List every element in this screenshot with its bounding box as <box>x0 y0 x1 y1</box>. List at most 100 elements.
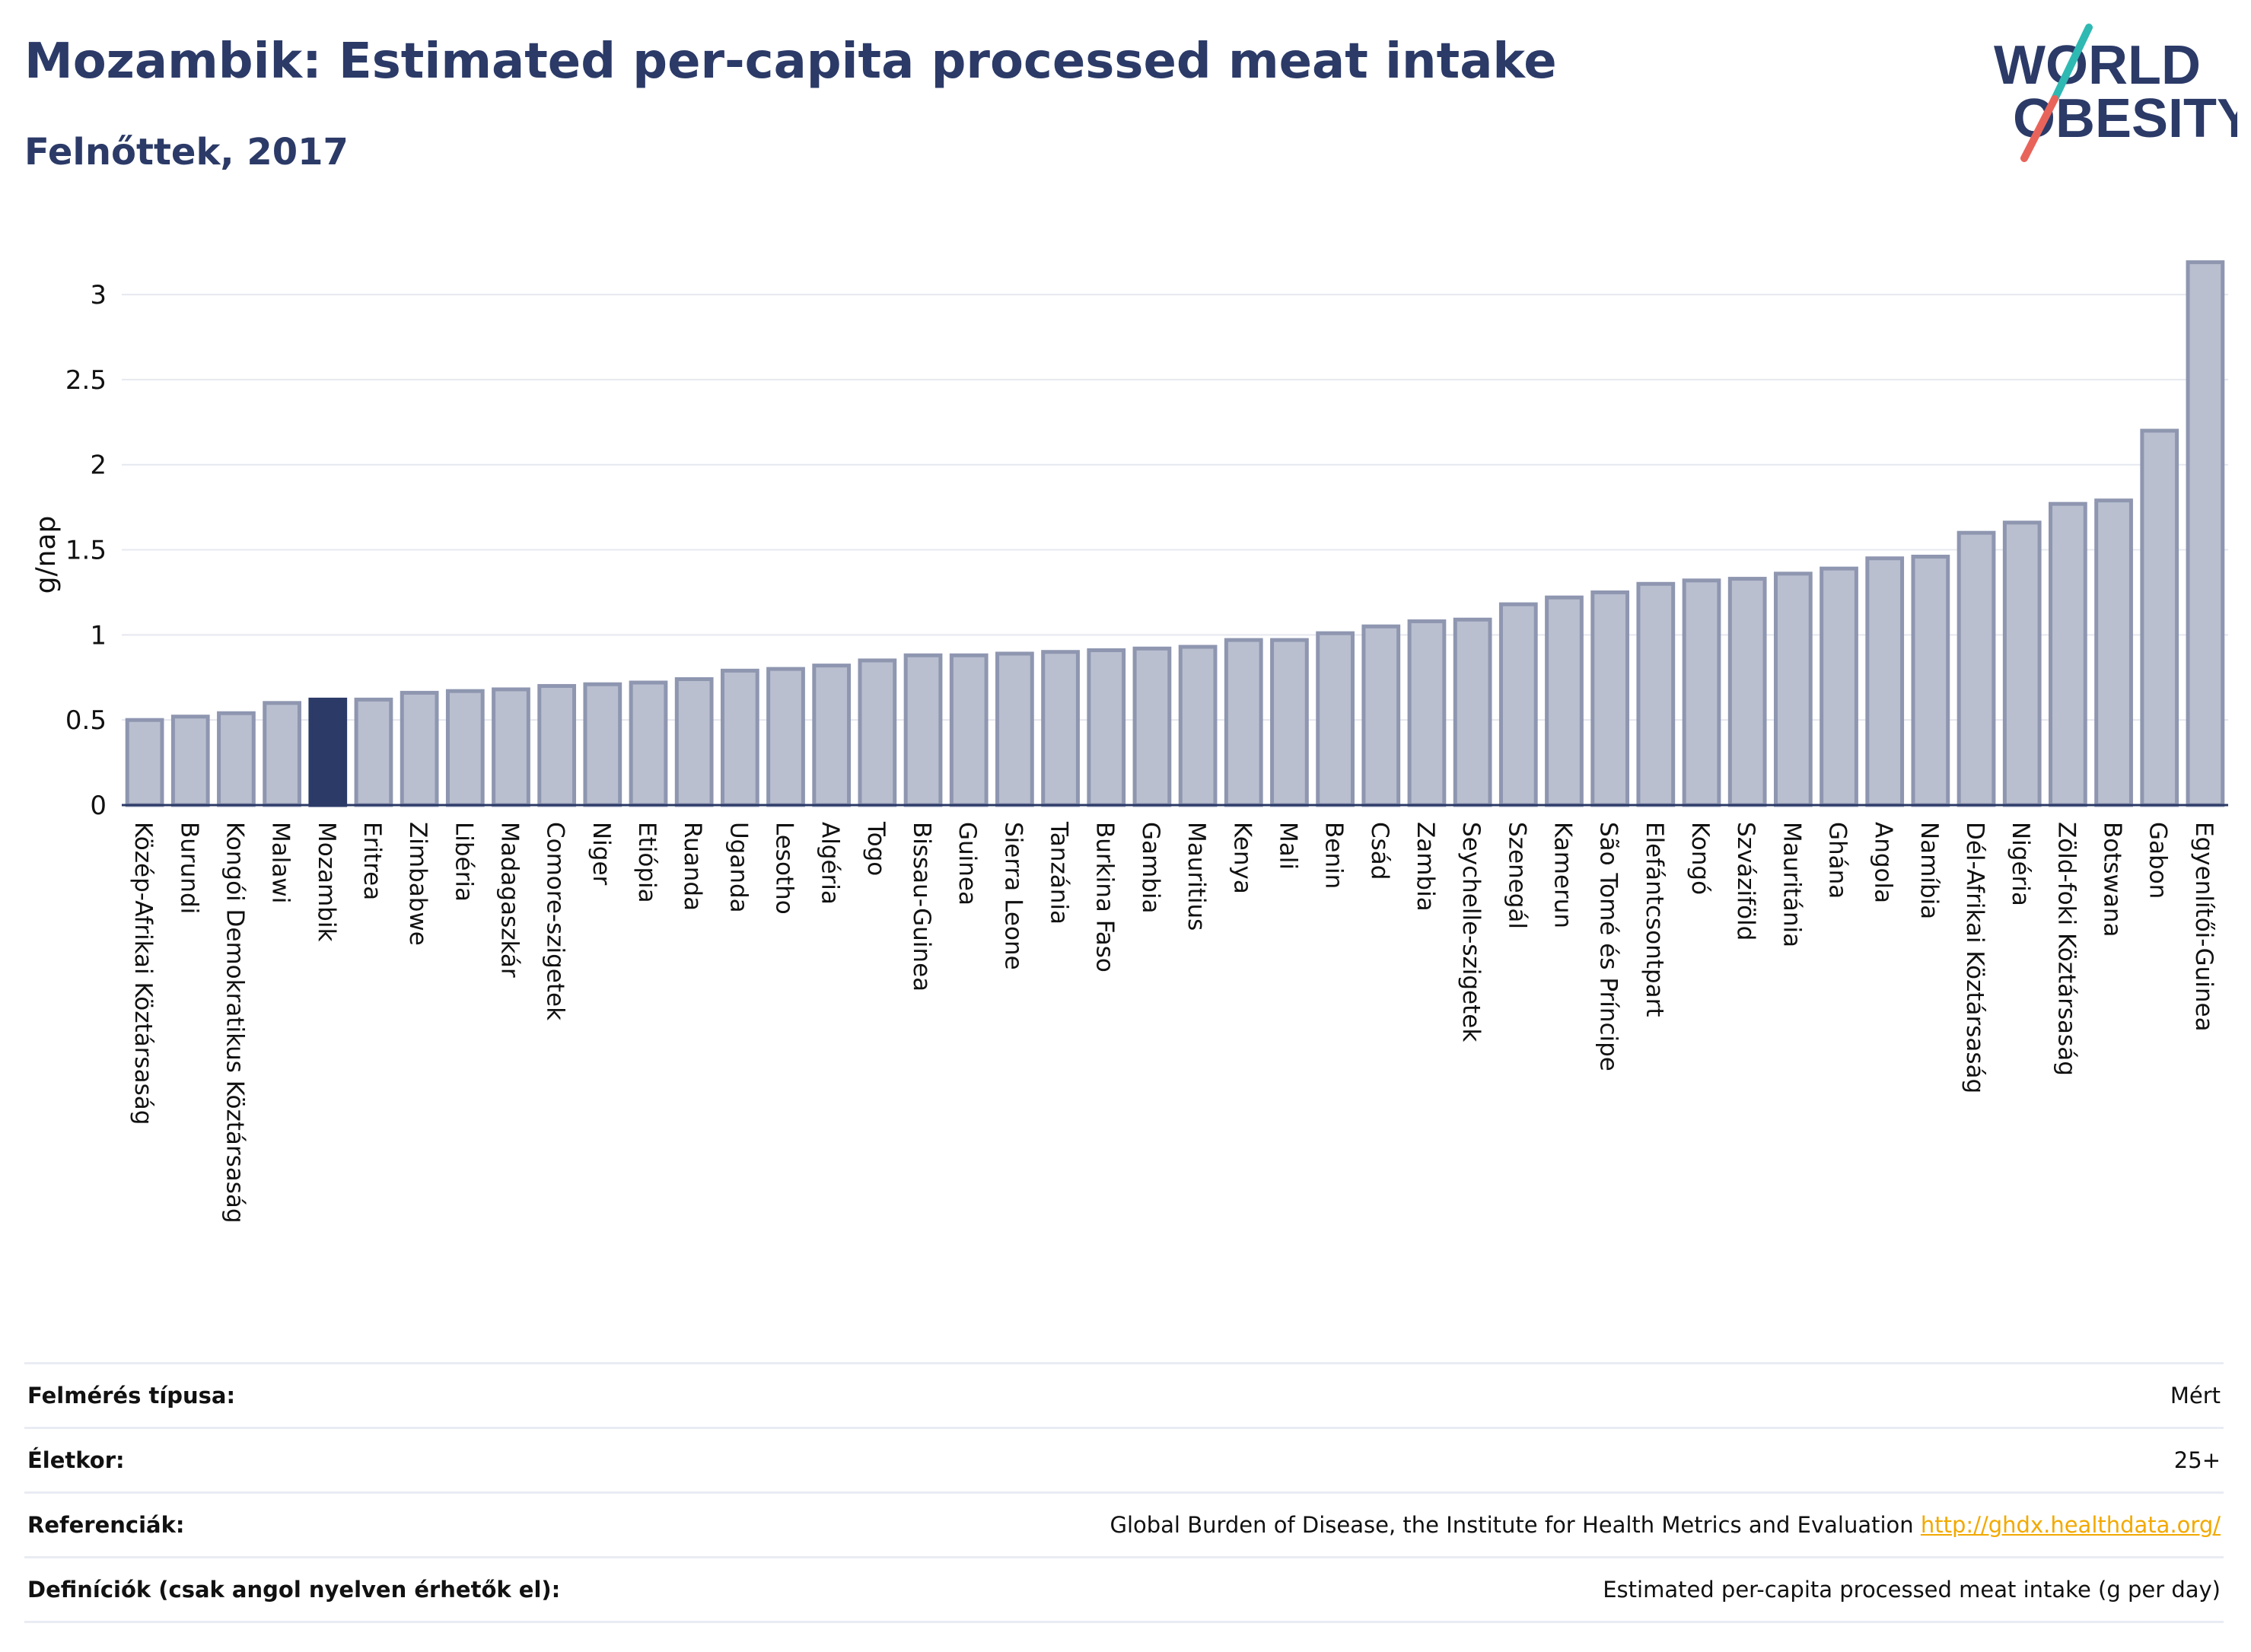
x-tick-label: Guinea <box>954 822 981 906</box>
bar <box>1087 648 1126 807</box>
bar <box>858 658 897 807</box>
chart-title: Mozambik: Estimated per-capita processed… <box>24 33 1557 90</box>
x-tick-label: Szváziföld <box>1732 822 1759 941</box>
logo-line-1: WORLD <box>1994 35 2201 96</box>
bar <box>1911 554 1950 807</box>
x-tick-label: Seychelle-szigetek <box>1457 822 1485 1042</box>
info-value: Estimated per-capita processed meat inta… <box>740 1556 2224 1623</box>
y-tick-label: 2.5 <box>65 365 107 396</box>
bar <box>2002 520 2042 807</box>
info-value-cell: Global Burden of Disease, the Institute … <box>740 1491 2224 1558</box>
x-tick-label: Kongó <box>1686 822 1714 895</box>
bar <box>170 715 210 807</box>
bar <box>1132 646 1172 807</box>
x-tick-label: Lesotho <box>771 822 798 915</box>
x-tick-label: Eritrea <box>358 822 386 900</box>
bars <box>125 260 2225 807</box>
y-tick-label: 0.5 <box>65 705 107 736</box>
x-tick-label: Mali <box>1274 822 1301 870</box>
logo-line-2: OBESITY <box>2013 88 2237 149</box>
reference-link[interactable]: http://ghdx.healthdata.org/ <box>1920 1512 2221 1538</box>
y-axis-label: g/nap <box>30 516 62 594</box>
x-tick-label: Dél-Afrikai Köztársaság <box>1961 822 1988 1093</box>
bar <box>1865 556 1905 807</box>
bar <box>1636 581 1676 807</box>
bar <box>1956 530 1996 807</box>
bar <box>812 664 852 807</box>
info-table: Felmérés típusa: Mért Életkor: 25+ Refer… <box>24 1362 2224 1623</box>
bar <box>1224 638 1263 807</box>
info-value: Mért <box>740 1362 2224 1428</box>
bar <box>995 651 1034 807</box>
x-tick-label: Niger <box>587 822 615 886</box>
x-tick-label: Etiópia <box>633 822 661 903</box>
bar <box>1498 602 1538 807</box>
x-tick-label: Angola <box>1870 822 1897 903</box>
x-tick-label: Benin <box>1320 822 1348 889</box>
info-row-age: Életkor: 25+ <box>24 1427 2224 1493</box>
x-tick-label: Algéria <box>817 822 844 905</box>
x-tick-label: Egyenlítői-Guinea <box>2190 822 2218 1032</box>
logo-slash-teal <box>2051 24 2093 103</box>
bar <box>1316 631 1355 807</box>
x-tick-label: Kongói Demokratikus Köztársaság <box>221 822 248 1224</box>
info-row-references: Referenciák: Global Burden of Disease, t… <box>24 1491 2224 1558</box>
bar <box>217 711 256 807</box>
world-obesity-logo: WORLD OBESITY <box>1994 24 2237 162</box>
bar <box>400 690 439 807</box>
x-tick-label: Uganda <box>724 822 752 913</box>
y-tick-label: 2 <box>90 450 107 481</box>
x-tick-label: Gabon <box>2144 822 2172 899</box>
bar <box>354 697 393 807</box>
info-value: 25+ <box>740 1427 2224 1493</box>
info-value: Global Burden of Disease, the Institute … <box>1110 1512 1914 1538</box>
chart-subtitle: Felnőttek, 2017 <box>24 131 349 173</box>
bar <box>1545 595 1584 807</box>
bar <box>1361 624 1401 807</box>
bar <box>1773 571 1813 807</box>
bar <box>2049 501 2087 807</box>
x-tick-label: Mozambik <box>313 822 340 941</box>
info-row-survey-type: Felmérés típusa: Mért <box>24 1362 2224 1428</box>
logo-slash-coral <box>2020 95 2058 162</box>
x-tick-label: Bissau-Guinea <box>908 822 935 992</box>
bar <box>2094 498 2133 807</box>
bar <box>263 701 301 807</box>
info-label: Életkor: <box>24 1427 740 1493</box>
x-tick-label: Botswana <box>2099 822 2126 937</box>
x-tick-label: Csád <box>1366 822 1393 880</box>
bar-chart: 0 0.5 1 1.5 2 2.5 3 Közép-Afrikai Köztársaság B… <box>30 260 2228 1224</box>
bar <box>1727 577 1767 807</box>
bar <box>1041 650 1080 807</box>
bar <box>1820 566 1858 807</box>
x-tick-label: Malawi <box>267 822 295 903</box>
bar <box>492 687 530 807</box>
bar <box>1682 578 1721 807</box>
bar <box>674 677 714 807</box>
x-tick-label: Zimbabwe <box>404 822 431 946</box>
info-label: Referenciák: <box>24 1491 740 1558</box>
x-axis-tick-labels: Közép-Afrikai Köztársaság Burundi Kongói D… <box>129 821 2218 1224</box>
x-tick-label: Burkina Faso <box>1091 822 1119 972</box>
y-tick-label: 3 <box>90 280 107 310</box>
x-tick-label: Kamerun <box>1549 822 1576 928</box>
bar <box>1270 638 1309 807</box>
bar <box>2140 428 2179 807</box>
x-tick-label: Sierra Leone <box>999 822 1027 970</box>
x-tick-label: Burundi <box>175 822 202 914</box>
x-tick-label: Libéria <box>450 822 477 902</box>
info-row-definitions: Definíciók (csak angol nyelven érhetők e… <box>24 1556 2224 1623</box>
bar <box>1407 619 1447 807</box>
y-axis-ticks: 0 0.5 1 1.5 2 2.5 3 <box>65 280 107 821</box>
bar-highlighted <box>308 697 348 807</box>
bar <box>1178 645 1218 807</box>
x-tick-label: São Tomé és Príncipe <box>1595 822 1622 1071</box>
bar <box>629 680 668 807</box>
bar <box>445 689 485 807</box>
bar <box>903 653 943 807</box>
x-tick-label: Kenya <box>1228 822 1256 894</box>
x-tick-label: Zambia <box>1412 822 1439 912</box>
x-tick-label: Közép-Afrikai Köztársaság <box>129 822 157 1125</box>
x-tick-label: Togo <box>862 821 890 876</box>
x-tick-label: Szenegál <box>1503 822 1530 929</box>
